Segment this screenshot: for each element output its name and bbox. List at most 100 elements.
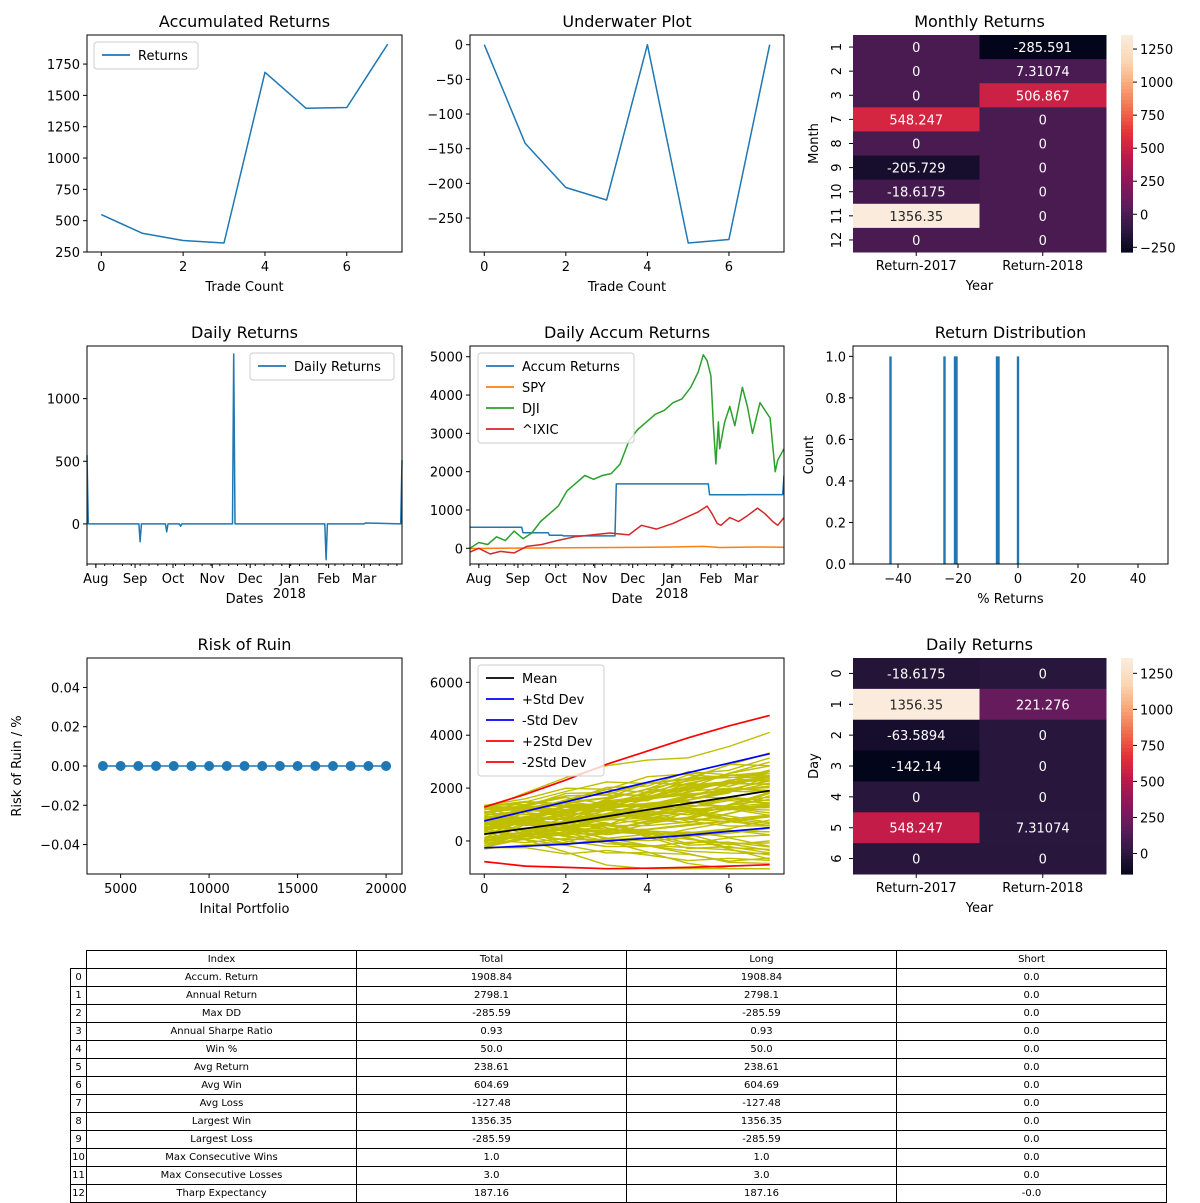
y-tick-label: 0.4 [825, 475, 846, 490]
y-tick-label: −100 [427, 108, 463, 123]
colorbar-step [1121, 118, 1133, 123]
stat-line-1 [484, 752, 770, 822]
simulation-path [484, 792, 770, 826]
legend-label: -2Std Dev [522, 756, 587, 771]
simulation-path [484, 778, 770, 843]
long-value: 2798.1 [626, 986, 897, 1005]
stat-line-2 [484, 826, 770, 849]
metric-name: Max Consecutive Wins [86, 1148, 357, 1167]
colorbar-step [1121, 690, 1133, 695]
y-tick-label: 12 [830, 232, 845, 249]
colorbar-step [1121, 110, 1133, 116]
total-value: 238.61 [356, 1058, 627, 1077]
y-tick-label: 2000 [430, 782, 463, 797]
colorbar-step [1121, 780, 1133, 785]
y-axis-label: Count [802, 436, 817, 475]
chart-title: Daily Returns [191, 323, 298, 342]
row-index: 1 [70, 986, 87, 1005]
simulation-path [484, 800, 770, 819]
colorbar-step [1121, 136, 1133, 141]
y-tick-label: 2 [830, 67, 845, 75]
x-tick-label: Dec [238, 572, 263, 587]
simulation-path [484, 827, 770, 870]
x-tick-label: 0 [480, 260, 488, 275]
y-axis-label: Day [807, 753, 822, 779]
return-distribution-panel: Return Distribution % Returns −40 −20 0 20 40 0… [802, 323, 1169, 607]
legend-label: SPY [522, 381, 546, 396]
series-line-0 [470, 475, 784, 537]
colorbar-step [1121, 157, 1133, 163]
x-tick-label: Jan [278, 572, 299, 587]
y-tick-label: 1000 [47, 152, 80, 167]
chart-title: Return Distribution [935, 323, 1087, 342]
colorbar-step [1121, 668, 1133, 673]
legend-box [93, 41, 199, 70]
heatmap-cell [853, 812, 980, 844]
short-value: 0.0 [896, 1112, 1167, 1131]
colorbar-step [1121, 686, 1133, 691]
short-value: 0.0 [896, 1094, 1167, 1113]
x-year-label: 2018 [273, 587, 306, 602]
cell-label: -18.6175 [887, 186, 945, 201]
short-value: 0.0 [896, 1040, 1167, 1059]
cell-label: -205.729 [887, 162, 945, 177]
risk-point [363, 761, 374, 771]
colorbar-step [1121, 85, 1133, 90]
total-value: 1908.84 [356, 968, 627, 987]
risk-of-ruin-panel: Risk of Ruin Inital Portfolio 5000 10000 150… [10, 635, 407, 917]
y-tick-label: 10 [830, 183, 845, 200]
axes-frame [852, 345, 1169, 565]
short-value: 0.0 [896, 1148, 1167, 1167]
accumulated-returns-panel: Accumulated Returns Trade Count 0 2 4 6 250 500… [47, 12, 403, 295]
total-value: -127.48 [356, 1094, 627, 1113]
simulation-panel: 0 2 4 6 0 2000 4000 6000 Mean +Std Dev -Std Dev +2S… [430, 657, 785, 897]
colorbar-step [1121, 679, 1133, 684]
colorbar-step [1121, 139, 1133, 145]
histogram-bar [997, 356, 1000, 564]
risk-point [204, 761, 215, 771]
colorbar-step [1121, 820, 1133, 825]
colorbar-step [1121, 773, 1133, 778]
simulation-group [484, 714, 770, 870]
colorbar-step [1121, 834, 1133, 839]
stat-line-4 [484, 860, 770, 870]
colorbar-step [1121, 794, 1133, 799]
metric-name: Max Consecutive Losses [86, 1166, 357, 1185]
y-tick-label: 7 [830, 115, 845, 123]
heatmap-cell [979, 83, 1107, 108]
x-tick-label: Sep [123, 572, 148, 587]
colorbar-tick-label: 500 [1140, 142, 1165, 157]
y-tick-label: 9 [830, 163, 845, 171]
colorbar-step [1121, 870, 1133, 875]
metric-name: Largest Win [86, 1112, 357, 1131]
y-tick-label: −150 [427, 143, 463, 158]
heatmap-cell [853, 155, 980, 181]
colorbar-step [1121, 100, 1133, 105]
x-axis-label: Dates [226, 592, 264, 607]
row-index: 5 [70, 1058, 87, 1077]
simulation-path [484, 769, 770, 849]
cell-label: 0 [1039, 186, 1047, 201]
table-header-cell: Long [626, 950, 897, 969]
table-row: 8 Largest Win 1356.35 1356.35 0.0 [70, 1112, 1167, 1131]
chart-title: Daily Accum Returns [544, 323, 710, 342]
short-value: 0.0 [896, 1022, 1167, 1041]
row-index: 11 [70, 1166, 87, 1185]
cell-label: -63.5894 [887, 729, 945, 744]
heatmap-cell [853, 719, 980, 752]
x-tick-label: 0 [1014, 572, 1022, 587]
cell-label: 0 [1039, 138, 1047, 153]
long-value: 1.0 [626, 1148, 897, 1167]
cell-label: -142.14 [891, 760, 941, 775]
heatmap-cell [979, 59, 1107, 84]
simulation-path [484, 731, 770, 810]
colorbar-step [1121, 841, 1133, 846]
colorbar-step [1121, 96, 1133, 101]
simulation-path [484, 832, 770, 862]
colorbar-step [1121, 201, 1133, 206]
returns-line [100, 43, 389, 244]
axes-frame [469, 34, 785, 253]
legend-label: ^IXIC [522, 423, 559, 438]
x-tick-label: Mar [734, 572, 759, 587]
colorbar-tick-label: 0 [1140, 208, 1148, 223]
